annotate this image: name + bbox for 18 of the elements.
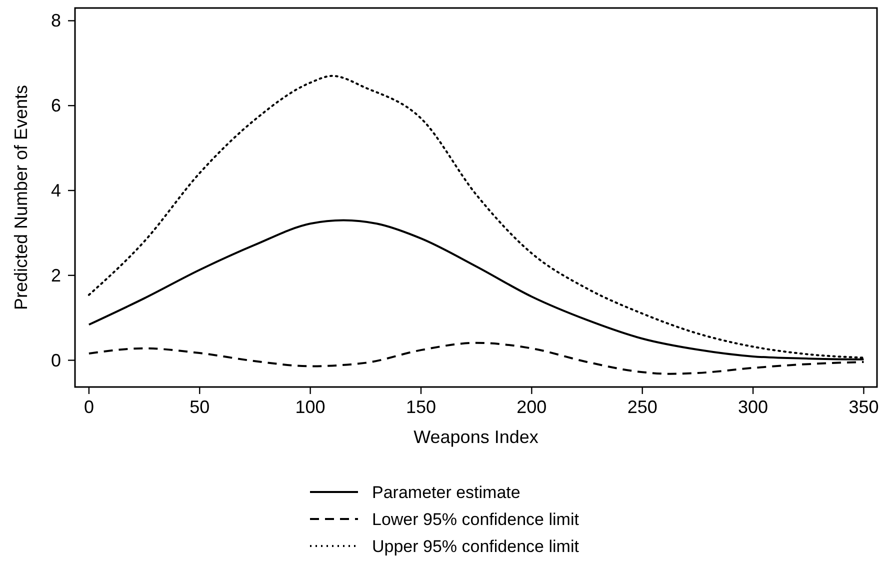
x-tick-label: 300: [738, 397, 768, 417]
x-tick-label: 350: [848, 397, 879, 417]
legend-label: Upper 95% confidence limit: [372, 537, 580, 556]
x-tick-label: 150: [406, 397, 436, 417]
y-tick-label: 4: [50, 180, 61, 200]
y-tick-label: 2: [50, 265, 61, 286]
x-axis-title: Weapons Index: [414, 427, 538, 447]
x-tick-label: 100: [295, 397, 326, 417]
x-tick-label: 0: [84, 397, 94, 417]
x-tick-label: 200: [516, 397, 547, 417]
y-axis-title: Predicted Number of Events: [11, 84, 31, 310]
x-tick-label: 50: [190, 397, 210, 417]
legend-label: Lower 95% confidence limit: [372, 510, 580, 529]
y-tick-label: 6: [50, 96, 61, 116]
x-tick-label: 250: [627, 397, 658, 417]
y-tick-label: 0: [50, 350, 61, 370]
legend-label: Parameter estimate: [372, 483, 520, 502]
y-tick-label: 8: [50, 10, 61, 31]
